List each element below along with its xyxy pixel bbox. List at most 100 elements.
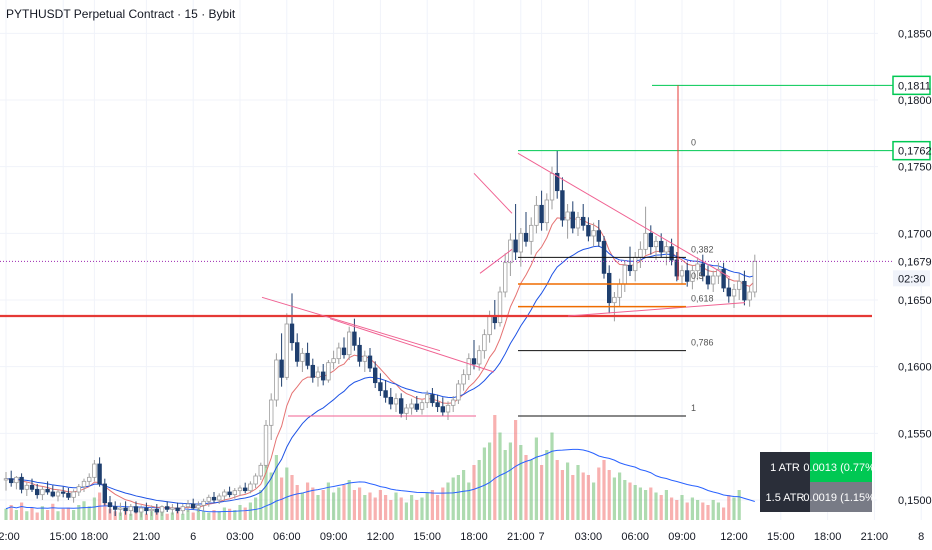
- volume-bar: [503, 450, 507, 520]
- candle-body: [523, 232, 529, 242]
- volume-bar: [155, 512, 159, 520]
- candle-body: [242, 487, 248, 492]
- x-tick-label: 15:00: [413, 531, 441, 543]
- volume-bar: [519, 445, 523, 520]
- volume-bar: [467, 482, 471, 520]
- candle-body: [560, 190, 565, 221]
- volume-bar: [482, 447, 486, 520]
- volume-bar: [108, 508, 112, 520]
- candle-body: [175, 507, 180, 512]
- candle-body: [721, 268, 726, 289]
- candle-body: [534, 204, 539, 226]
- volume-bar: [202, 511, 206, 520]
- price-badge-label: 0,1762: [898, 146, 932, 158]
- volume-bar: [30, 507, 34, 520]
- volume-bar: [670, 497, 674, 520]
- volume-bar: [238, 505, 242, 520]
- candle-body: [419, 402, 425, 410]
- volume-bar: [269, 472, 273, 520]
- candle-body: [196, 504, 201, 509]
- volume-bar: [274, 455, 278, 520]
- volume-bar: [352, 490, 356, 520]
- candle-body: [737, 280, 742, 290]
- candle-body: [128, 506, 133, 512]
- volume-bar: [92, 497, 96, 520]
- x-tick-label: 7: [539, 531, 545, 543]
- x-tick-label: 09:00: [668, 531, 696, 543]
- volume-bar: [212, 510, 216, 520]
- candle-body: [487, 315, 492, 336]
- x-tick-label: 03:00: [575, 531, 603, 543]
- price-badge-label: 0,1811: [898, 80, 931, 92]
- y-tick-label: 0,1500: [898, 495, 932, 507]
- candle-body: [159, 506, 165, 513]
- candle-body: [596, 230, 601, 242]
- candle-body: [180, 506, 185, 512]
- volume-bar: [228, 508, 232, 520]
- volume-bar: [217, 511, 221, 520]
- volume-bar: [654, 492, 658, 520]
- candle-body: [144, 507, 149, 512]
- candle-body: [549, 172, 555, 201]
- volume-bar: [56, 511, 60, 520]
- y-tick-label: 0,1800: [898, 95, 932, 107]
- volume-bar: [737, 490, 741, 520]
- candle-body: [424, 394, 430, 404]
- volume-bar: [248, 502, 252, 520]
- candle-body: [102, 483, 107, 504]
- volume-bar: [300, 492, 304, 520]
- candle-body: [14, 476, 19, 484]
- volume-bar: [394, 492, 398, 520]
- atr-1-label: 1 ATR: [770, 462, 800, 474]
- volume-bar: [592, 482, 596, 520]
- atr-panel: 1 ATR 0.0013 (0.77%) 1.5 ATR 0.0019 (1.1…: [760, 452, 879, 512]
- x-tick-label: 6: [190, 531, 196, 543]
- volume-bar: [25, 511, 29, 520]
- candles: [3, 150, 757, 518]
- candle-body: [87, 476, 92, 482]
- volume-bar: [488, 442, 492, 520]
- y-tick-label: 0,1650: [898, 295, 932, 307]
- candle-body: [674, 259, 679, 277]
- fib-level-label: 1: [691, 403, 696, 413]
- volume-bar: [103, 500, 107, 520]
- price-badge-box: [892, 140, 931, 161]
- volume-bar: [529, 460, 533, 520]
- candle-body: [61, 491, 66, 494]
- volume-bar: [20, 502, 24, 520]
- candle-body: [45, 488, 50, 493]
- volume-bar: [368, 492, 372, 520]
- candle-body: [456, 383, 461, 401]
- candle-body: [118, 507, 123, 510]
- volume-bar: [363, 495, 367, 520]
- volume-bar: [711, 500, 715, 520]
- candle-body: [3, 478, 9, 481]
- chart-title: PYTHUSDT Perpetual Contract · 15 · Bybit: [6, 7, 236, 21]
- volume-bar: [378, 490, 382, 520]
- candle-body: [742, 280, 747, 301]
- volume-bar: [576, 465, 580, 520]
- atr-1-label-bg: [760, 452, 810, 482]
- volume-bar: [389, 500, 393, 520]
- volume-bar: [456, 475, 460, 520]
- volume-bar: [716, 502, 720, 520]
- volume-bar: [446, 482, 450, 520]
- candle-body: [326, 362, 331, 381]
- atr-1-5-label-bg: [760, 482, 810, 512]
- x-tick-label: 15:00: [49, 531, 77, 543]
- volume-bar: [9, 505, 13, 520]
- candle-body: [643, 232, 648, 250]
- volume-bar: [358, 487, 362, 520]
- candle-body: [71, 491, 76, 498]
- candle-body: [726, 287, 731, 297]
- x-tick-label: 18:00: [81, 531, 109, 543]
- volume-bar: [727, 495, 731, 520]
- candle-body: [123, 507, 128, 512]
- candle-body: [622, 264, 627, 285]
- candle-body: [138, 507, 144, 513]
- candle-body: [35, 488, 40, 496]
- x-tick-label: 21:00: [861, 531, 889, 543]
- volume-bar: [264, 462, 268, 520]
- candle-body: [404, 407, 409, 414]
- y-tick-label: 0,1750: [898, 162, 932, 174]
